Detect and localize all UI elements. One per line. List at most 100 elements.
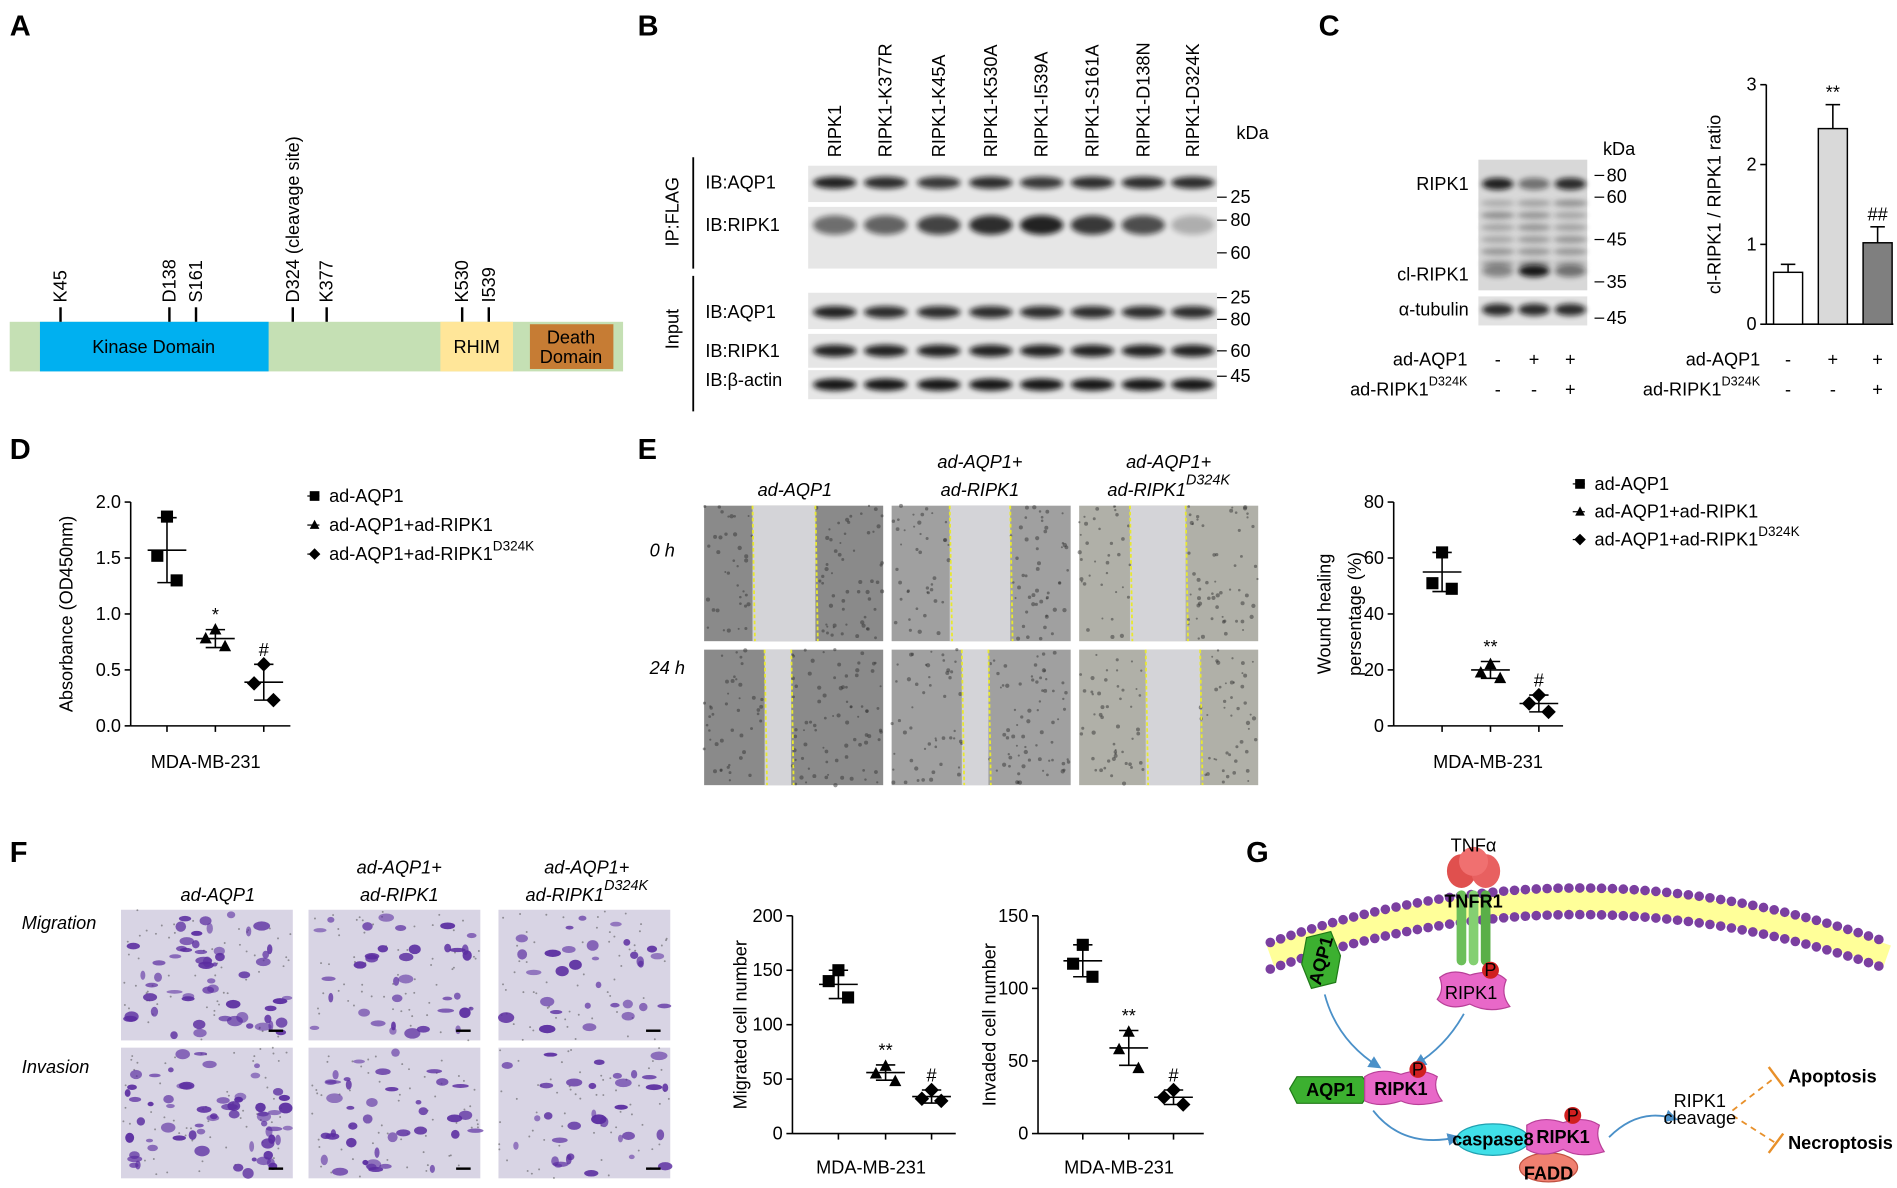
pore-dot xyxy=(616,1011,618,1013)
pore-dot xyxy=(352,1004,355,1007)
bar xyxy=(1772,271,1804,325)
blot-band xyxy=(813,215,857,235)
cell-blob xyxy=(617,1134,623,1143)
pore-dot xyxy=(397,948,400,951)
cell-dot xyxy=(837,521,840,525)
pore-dot xyxy=(470,1126,473,1129)
cell-dot xyxy=(1018,525,1023,530)
domain-label: Death xyxy=(547,328,595,348)
cell-dot xyxy=(849,776,854,781)
cell-dot xyxy=(804,720,809,725)
pore-dot xyxy=(448,1154,451,1157)
cell-blob xyxy=(426,1069,443,1074)
cell-dot xyxy=(1007,753,1010,756)
data-point xyxy=(1494,671,1507,684)
cell-blob xyxy=(555,965,569,977)
cell-dot xyxy=(873,507,878,511)
blot-band xyxy=(969,306,1013,319)
pore-dot xyxy=(535,992,538,995)
cell-dot xyxy=(1200,634,1205,639)
y-axis-label: Migrated cell number xyxy=(730,940,750,1109)
cell-dot xyxy=(1235,745,1239,749)
pore-dot xyxy=(579,1071,582,1074)
blot-row-label: IB:β-actin xyxy=(705,370,782,390)
cell-blob xyxy=(615,1078,632,1088)
blot-band xyxy=(917,215,961,235)
cell-dot xyxy=(1215,552,1219,557)
cell-dot xyxy=(1079,732,1084,736)
blot-smear xyxy=(1553,235,1588,244)
cell-dot xyxy=(821,581,825,585)
cell-dot xyxy=(813,723,817,728)
cell-dot xyxy=(866,530,871,535)
cell-dot xyxy=(957,772,961,777)
arrow xyxy=(1413,1013,1465,1066)
death-domain xyxy=(529,324,614,369)
pore-dot xyxy=(423,1075,426,1078)
cell-dot xyxy=(1017,780,1023,785)
cell-dot xyxy=(1031,593,1036,598)
cell-dot xyxy=(720,510,724,514)
cell-blob xyxy=(245,926,252,937)
cell-blob xyxy=(544,949,561,957)
pathway-label: Necroptosis xyxy=(1788,1133,1893,1153)
membrane-heads xyxy=(1265,909,1893,974)
data-point xyxy=(151,549,164,562)
panel-letter: D xyxy=(10,434,31,466)
significance-label: * xyxy=(212,605,219,625)
cell-dot xyxy=(1119,697,1122,701)
pore-dot xyxy=(561,1125,564,1128)
cell-dot xyxy=(1240,601,1245,606)
pore-dot xyxy=(374,1055,377,1058)
cell-dot xyxy=(933,599,938,603)
cell-dot xyxy=(929,777,934,782)
pore-dot xyxy=(555,1016,558,1019)
cell-blob xyxy=(610,921,622,927)
cell-dot xyxy=(950,670,954,674)
cell-dot xyxy=(1215,605,1219,609)
cell-dot xyxy=(895,680,898,683)
cell-dot xyxy=(1016,723,1019,727)
pore-dot xyxy=(613,935,616,938)
pore-dot xyxy=(408,1008,411,1011)
cell-dot xyxy=(1042,769,1045,772)
pore-dot xyxy=(163,1116,166,1119)
lane-label: RIPK1-S161A xyxy=(1082,44,1102,158)
pore-dot xyxy=(663,960,666,963)
pore-dot xyxy=(150,1111,153,1114)
cell-dot xyxy=(1246,512,1249,515)
pore-dot xyxy=(504,988,507,991)
cell-blob xyxy=(566,1153,575,1161)
cell-dot xyxy=(1094,768,1098,772)
cell-blob xyxy=(212,962,218,967)
pore-dot xyxy=(401,1063,404,1066)
cell-dot xyxy=(1098,712,1103,717)
x-axis-label: MDA-MB-231 xyxy=(1064,1157,1174,1177)
pore-dot xyxy=(238,928,240,930)
cell-blob xyxy=(163,1095,174,1104)
pore-dot xyxy=(398,1093,401,1096)
y-tick-label: 150 xyxy=(998,906,1028,926)
condition-sign: - xyxy=(1785,349,1791,369)
cell-blob xyxy=(567,1121,581,1130)
pore-dot xyxy=(314,917,316,920)
pore-dot xyxy=(506,1159,509,1162)
blot-smear xyxy=(1553,199,1588,207)
legend-label-main: ad-AQP1+ad-RIPK1 xyxy=(329,544,493,564)
pore-dot xyxy=(337,928,340,930)
blot-smear xyxy=(1553,223,1588,232)
cell-dot xyxy=(823,716,827,720)
cell-dot xyxy=(1015,744,1018,747)
cell-dot xyxy=(743,648,748,653)
legend-marker xyxy=(1574,533,1586,546)
pore-dot xyxy=(552,1176,555,1179)
pore-dot xyxy=(513,971,516,974)
pore-dot xyxy=(609,994,612,997)
cell-dot xyxy=(824,775,829,780)
pore-dot xyxy=(191,1139,194,1142)
cell-dot xyxy=(833,782,838,788)
cell-dot xyxy=(733,514,736,518)
cell-dot xyxy=(1218,685,1222,689)
pore-dot xyxy=(253,954,256,957)
cell-dot xyxy=(1041,652,1046,656)
